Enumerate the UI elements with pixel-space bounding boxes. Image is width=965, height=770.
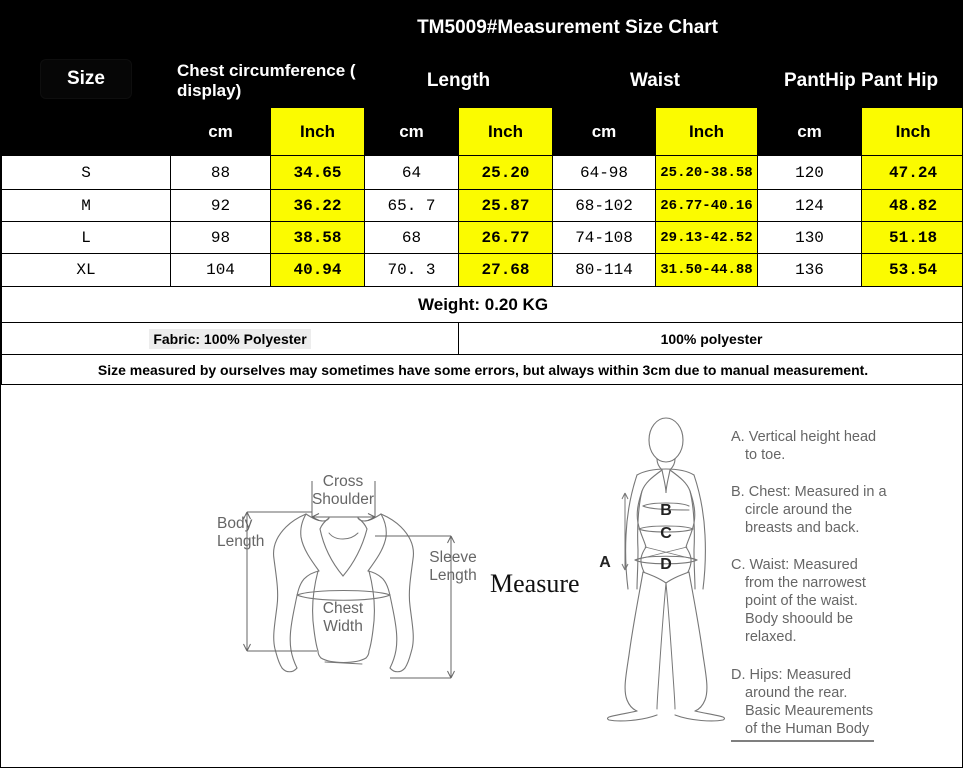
svg-text:Length: Length — [217, 533, 264, 550]
svg-text:A. Vertical height head: A. Vertical height head — [731, 429, 876, 445]
svg-text:B: B — [660, 502, 672, 519]
svg-text:to toe.: to toe. — [745, 447, 785, 463]
svg-text:point of the waist.: point of the waist. — [745, 593, 858, 609]
svg-text:relaxed.: relaxed. — [745, 629, 797, 645]
svg-text:Sleeve: Sleeve — [429, 549, 476, 566]
svg-text:breasts and back.: breasts and back. — [745, 520, 859, 536]
svg-text:B. Chest: Measured in a: B. Chest: Measured in a — [731, 484, 887, 500]
svg-text:A: A — [599, 554, 611, 571]
svg-text:Width: Width — [323, 618, 363, 635]
svg-text:Shoulder: Shoulder — [312, 491, 374, 508]
svg-text:C. Waist: Measured: C. Waist: Measured — [731, 557, 858, 573]
svg-text:Length: Length — [429, 567, 476, 584]
svg-text:around the rear.: around the rear. — [745, 685, 847, 701]
svg-text:Cross: Cross — [323, 473, 364, 490]
svg-text:D. Hips: Measured: D. Hips: Measured — [731, 667, 851, 683]
svg-text:Basic Meaurements: Basic Meaurements — [745, 703, 873, 719]
svg-text:D: D — [660, 556, 672, 573]
svg-text:Body shoould be: Body shoould be — [745, 611, 853, 627]
svg-text:Chest: Chest — [323, 600, 364, 617]
svg-text:from the narrowest: from the narrowest — [745, 575, 866, 591]
svg-text:C: C — [660, 525, 672, 542]
svg-text:Measure: Measure — [490, 569, 580, 598]
svg-text:of the Human Body: of the Human Body — [745, 721, 870, 737]
svg-text:circle around the: circle around the — [745, 502, 852, 518]
